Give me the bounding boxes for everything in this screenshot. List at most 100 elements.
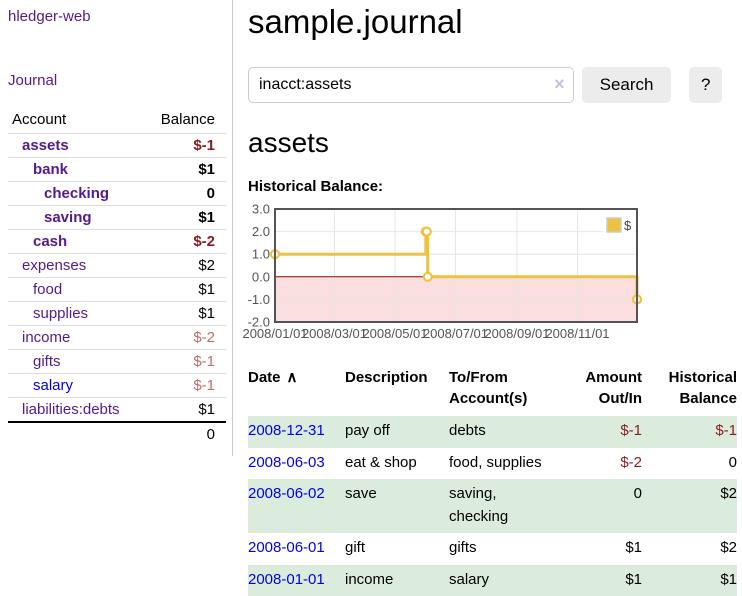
chart-x-tick-label: 2008/09/01: [484, 326, 549, 341]
account-row: supplies $1: [8, 301, 226, 326]
chart-y-tick-label: 3.0: [252, 202, 270, 217]
register-accounts-cell: food, supplies: [449, 453, 542, 471]
register-description-cell: save: [345, 485, 377, 503]
register-balance-cell: $2: [720, 485, 737, 503]
account-balance: $1: [198, 401, 215, 418]
register-accounts-cell: saving, checking: [449, 485, 509, 525]
chart-legend-swatch: [606, 217, 622, 233]
clear-search-icon[interactable]: ×: [554, 73, 565, 94]
account-link-saving[interactable]: saving: [44, 209, 92, 226]
account-name-cell: bank: [8, 158, 146, 182]
account-link-bank[interactable]: bank: [33, 161, 69, 178]
account-balance: $-1: [193, 353, 215, 370]
register-header-label: Description: [345, 369, 428, 387]
register-amount-cell: $-2: [620, 453, 642, 471]
account-name-cell: salary: [8, 374, 146, 398]
register-description-cell: pay off: [345, 422, 390, 440]
account-link-food[interactable]: food: [33, 281, 63, 298]
transaction-date-link[interactable]: 2008-06-03: [248, 453, 325, 471]
search-box: ×: [248, 66, 574, 103]
account-name-cell: liabilities:debts: [8, 398, 146, 423]
register-date-cell: 2008-12-31: [248, 416, 345, 448]
register-date-cell: 2008-06-01: [248, 533, 345, 565]
register-header-label: To/From Account(s): [449, 369, 528, 408]
register-header-amt[interactable]: Amount Out/In: [565, 365, 642, 416]
register-header-desc[interactable]: Description: [345, 365, 449, 416]
register-header-row: Date ∧ Description To/From Account(s) Amount…: [248, 365, 737, 416]
register-description-cell: gift: [345, 539, 366, 557]
chart-x-tick-label: 2008/03/01: [302, 326, 367, 341]
search-form: × Search ?: [248, 66, 722, 103]
account-balance: $1: [198, 305, 215, 322]
transaction-date-link[interactable]: 2008-06-02: [248, 485, 325, 503]
chart-x-tick-label: 2008/07/01: [423, 326, 488, 341]
app-title-link[interactable]: hledger-web: [8, 8, 91, 25]
account-name-cell: saving: [8, 206, 146, 230]
account-link-gifts[interactable]: gifts: [33, 353, 61, 370]
register-amount-cell: $1: [625, 570, 642, 588]
transaction-date-link[interactable]: 2008-06-01: [248, 539, 325, 557]
accounts-header-row: Account Balance: [8, 108, 226, 134]
account-link-liabilities-debts[interactable]: liabilities:debts: [22, 401, 120, 418]
chart-plot-border: [274, 208, 638, 324]
transaction-date-link[interactable]: 2008-12-31: [248, 422, 325, 440]
register-amount-cell: $1: [625, 539, 642, 557]
account-name-cell: checking: [8, 182, 146, 206]
register-balance-cell: $-1: [715, 422, 737, 440]
chart-y-tick-label: 1.0: [252, 247, 270, 262]
register-header-bal[interactable]: Historical Balance: [642, 365, 737, 416]
register-amount-cell: $-1: [620, 422, 642, 440]
main-content: sample.journal × Search ? assets Histori…: [233, 0, 737, 596]
account-link-assets[interactable]: assets: [22, 137, 69, 154]
historical-balance-chart[interactable]: $3.0 2.0 1.0 0.0 -1.0 -2.0 2008/01/01 2008/03/0…: [242, 202, 722, 344]
search-input[interactable]: [248, 66, 574, 103]
chart-point-marker: [421, 226, 432, 237]
register-amount-cell: 0: [633, 485, 642, 503]
register-header-label: Historical Balance: [668, 369, 737, 408]
account-balance: $1: [198, 209, 215, 226]
account-balance: $1: [198, 161, 215, 178]
chart-y-tick-label: -1.0: [248, 292, 270, 307]
account-name-cell: gifts: [8, 350, 146, 374]
search-button[interactable]: Search: [581, 66, 672, 103]
register-row: 2008-01-01 income salary $1 $1: [248, 564, 737, 596]
register-balance-cell: $1: [720, 570, 737, 588]
account-link-supplies[interactable]: supplies: [33, 305, 89, 322]
account-name-cell: cash: [8, 230, 146, 254]
account-name-cell: expenses: [8, 254, 146, 278]
register-table: Date ∧ Description To/From Account(s) Amount…: [248, 365, 737, 596]
account-balance: $2: [198, 257, 215, 274]
register-balance-cell: $2: [720, 539, 737, 557]
account-row: saving $1: [8, 205, 226, 230]
chart-x-tick-label: 2008/11/01: [545, 326, 609, 341]
account-row: assets $-1: [8, 133, 226, 158]
register-header-label: Date: [248, 369, 281, 387]
accounts-header-balance: Balance: [160, 111, 215, 128]
account-balance: $1: [198, 281, 215, 298]
register-header-acct[interactable]: To/From Account(s): [449, 365, 565, 416]
account-row: income $-2: [8, 325, 226, 350]
register-header-date[interactable]: Date ∧: [248, 365, 345, 416]
account-link-income[interactable]: income: [22, 329, 71, 346]
sidebar-item-journal[interactable]: Journal: [8, 72, 58, 89]
accounts-total-spacer: [8, 422, 146, 446]
chart-y-tick-label: 0.0: [252, 269, 270, 284]
account-balance: $-1: [193, 137, 215, 154]
register-date-cell: 2008-01-01: [248, 565, 345, 596]
account-row: cash $-2: [8, 229, 226, 254]
register-row: 2008-06-02 save saving, checking 0 $2: [248, 479, 737, 534]
help-button[interactable]: ?: [689, 66, 722, 103]
historical-balance-chart-svg: $3.0 2.0 1.0 0.0 -1.0 -2.02008/01/012008/03/0…: [242, 202, 643, 341]
transaction-date-link[interactable]: 2008-01-01: [248, 570, 325, 588]
account-name-cell: income: [8, 326, 146, 350]
register-accounts-cell: gifts: [449, 539, 477, 557]
account-balance: $-1: [193, 377, 215, 394]
account-link-checking[interactable]: checking: [44, 185, 110, 202]
chart-point-marker: [422, 271, 433, 283]
account-link-cash[interactable]: cash: [33, 233, 68, 250]
account-balance: 0: [206, 185, 215, 202]
account-link-expenses[interactable]: expenses: [22, 257, 87, 274]
register-date-cell: 2008-06-02: [248, 479, 345, 533]
register-description-cell: income: [345, 570, 394, 588]
account-link-salary[interactable]: salary: [33, 377, 74, 394]
